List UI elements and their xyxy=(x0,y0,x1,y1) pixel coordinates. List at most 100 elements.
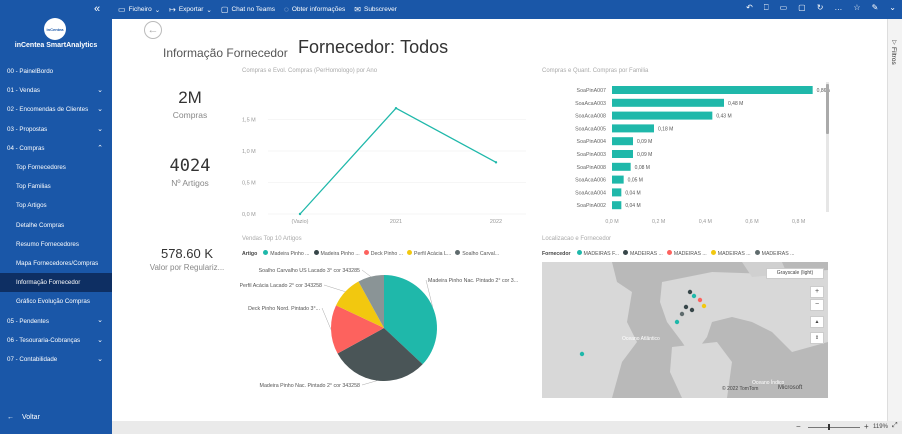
map-marker[interactable] xyxy=(701,303,707,309)
zoom-in-icon[interactable]: + xyxy=(864,422,869,431)
pie-slice[interactable] xyxy=(331,305,384,354)
scrollbar-track[interactable] xyxy=(826,82,829,212)
sidebar-item[interactable]: Top Fornecedores xyxy=(0,158,112,177)
file-menu[interactable]: ▭ Ficheiro ⌄ xyxy=(118,5,161,14)
favorite-icon[interactable]: ☆ xyxy=(853,3,861,12)
line-point[interactable] xyxy=(394,106,398,110)
sidebar-item[interactable]: Resumo Fornecedores xyxy=(0,235,112,254)
sidebar-item[interactable]: Gráfico Evolução Compras xyxy=(0,292,112,311)
sidebar-item[interactable]: 06 - Tesouraria-Cobranças ⌄ xyxy=(0,331,112,350)
pie-leader-line xyxy=(323,284,346,292)
filters-pane[interactable]: ▽ Filtros xyxy=(887,19,902,421)
legend-item[interactable]: Perfil Acácia L... xyxy=(407,250,451,257)
refresh-icon[interactable]: ↻ xyxy=(816,3,824,12)
bar[interactable] xyxy=(612,175,624,184)
x-tick-label: 2021 xyxy=(390,219,402,225)
legend-item[interactable]: Deck Pinho ... xyxy=(363,250,403,257)
view-icon[interactable]: ▭ xyxy=(779,3,788,12)
legend-item[interactable]: MADEIRAS ... xyxy=(754,250,795,257)
pie-slice[interactable] xyxy=(337,328,423,381)
zoom-slider[interactable] xyxy=(808,427,860,428)
map-marker[interactable] xyxy=(687,289,693,295)
sidebar-item[interactable]: 04 - Compras ⌃ xyxy=(0,139,112,158)
undo-icon[interactable]: ↶ xyxy=(746,3,753,12)
legend-item[interactable]: MADEIRAS ... xyxy=(666,250,707,257)
teams-chat-button[interactable]: ▢ Chat no Teams xyxy=(220,5,276,14)
bar-category-label: SoaPinA008 xyxy=(577,165,607,171)
get-insights-button[interactable]: ◌ Obter informações xyxy=(284,5,346,14)
bar[interactable] xyxy=(612,137,633,146)
legend-label: MADEIRAS ... xyxy=(630,251,663,257)
legend-item[interactable]: MADEIRAS F... xyxy=(576,250,619,257)
legend-item[interactable]: Soalho Carval... xyxy=(455,250,499,257)
bar[interactable] xyxy=(612,201,622,210)
sidebar-item[interactable]: Top Artigos xyxy=(0,196,112,215)
sidebar-item-label: 04 - Compras xyxy=(7,144,45,152)
nav-menu: 00 - PainelBordo 01 - Vendas ⌄ 02 - Encomen… xyxy=(0,62,112,369)
legend-item[interactable]: Madeira Pinho ... xyxy=(263,250,310,257)
pie-chart[interactable]: Madeira Pinho Nac. Pintado 2° cor 3... Ma… xyxy=(240,260,536,400)
bar[interactable] xyxy=(612,86,813,94)
zoom-slider-handle[interactable] xyxy=(828,424,830,430)
bar[interactable] xyxy=(612,124,654,133)
line-point[interactable] xyxy=(298,212,302,216)
comment-icon[interactable]: ▢ xyxy=(798,3,806,12)
line-point[interactable] xyxy=(494,161,498,164)
line-chart[interactable]: 1,5 M 1,0 M 0,5 M 0,0 M (Vazio) 2021 2022 xyxy=(240,76,530,228)
sidebar-item[interactable]: 00 - PainelBordo xyxy=(0,62,112,81)
scrollbar-thumb[interactable] xyxy=(826,84,829,134)
tilt-button[interactable]: ▲ xyxy=(810,316,824,328)
sidebar-item[interactable]: 02 - Encomendas de Clientes ⌄ xyxy=(0,100,112,119)
collapse-sidebar-icon[interactable]: « xyxy=(94,3,101,15)
sidebar-item[interactable]: 07 - Contabilidade ⌄ xyxy=(0,350,112,369)
legend-item[interactable]: MADEIRAS ... xyxy=(710,250,751,257)
legend-item[interactable]: Madeira Pinho ... xyxy=(313,250,360,257)
pie-slice[interactable] xyxy=(358,275,384,328)
sidebar-item[interactable]: Detalhe Compras xyxy=(0,216,112,235)
sidebar-item[interactable]: 03 - Propostas ⌄ xyxy=(0,120,112,139)
map-marker[interactable] xyxy=(579,351,585,357)
more-icon[interactable]: … xyxy=(834,3,843,12)
map-provider: Microsoft xyxy=(778,385,803,391)
bar[interactable] xyxy=(612,150,633,158)
sidebar-item[interactable]: Informação Fornecedor xyxy=(0,273,112,293)
chevron-down-icon: ⌄ xyxy=(97,87,103,95)
bar[interactable] xyxy=(612,111,713,120)
rotate-button[interactable]: ⇕ xyxy=(810,332,824,344)
pie-slice-label: Madeira Pinho Nac. Pintado 2° cor 343258 xyxy=(260,383,361,389)
sidebar-item-label: Mapa Fornecedores/Compras xyxy=(16,259,99,267)
map-marker[interactable] xyxy=(689,307,695,313)
sidebar-item[interactable]: Mapa Fornecedores/Compras xyxy=(0,254,112,273)
back-arrow-icon[interactable]: ← xyxy=(144,21,162,39)
zoom-in-button[interactable]: + xyxy=(810,286,824,298)
map-marker[interactable] xyxy=(683,304,689,310)
bar[interactable] xyxy=(612,98,724,107)
export-menu[interactable]: ↦ Exportar ⌄ xyxy=(169,5,212,14)
edit-icon[interactable]: ✎ xyxy=(871,3,879,12)
chevron-up-icon: ⌃ xyxy=(97,144,103,152)
sidebar-item[interactable]: 05 - Pendentes ⌄ xyxy=(0,311,112,330)
bar[interactable] xyxy=(612,162,631,171)
fit-page-icon[interactable]: ⤢ xyxy=(892,422,898,429)
legend-item[interactable]: MADEIRAS ... xyxy=(623,250,663,257)
map-visual[interactable]: Oceano Atlântico Oceano Índico Grayscale… xyxy=(542,262,828,398)
zoom-out-icon[interactable]: − xyxy=(796,422,801,431)
back-button[interactable]: ← Voltar xyxy=(7,414,40,421)
map-marker[interactable] xyxy=(697,297,703,303)
line-series[interactable] xyxy=(299,107,497,215)
pie-slice[interactable] xyxy=(336,281,384,328)
pie-slice[interactable] xyxy=(384,275,437,365)
subscribe-button[interactable]: ✉ Subscrever xyxy=(354,5,397,14)
map-marker[interactable] xyxy=(679,311,685,317)
sidebar-item[interactable]: Top Familias xyxy=(0,177,112,196)
bar-chart[interactable]: SoaPinA007 0,86 M SoaAcaA003 0,48 M SoaAcaA0… xyxy=(540,80,830,228)
zoom-out-button[interactable]: − xyxy=(810,299,824,311)
map-style-button[interactable]: Grayscale (light) xyxy=(766,268,824,279)
map-marker[interactable] xyxy=(691,293,697,299)
sidebar-item[interactable]: 01 - Vendas ⌄ xyxy=(0,81,112,100)
expand-icon[interactable]: ⌄ xyxy=(889,3,896,12)
bookmark-icon[interactable]: ⎕ xyxy=(763,3,769,12)
pie-slice-label: Soalho Carvalho US Lacado 3° cor 343285 xyxy=(259,268,360,274)
map-marker[interactable] xyxy=(674,319,680,325)
bar[interactable] xyxy=(612,188,622,197)
